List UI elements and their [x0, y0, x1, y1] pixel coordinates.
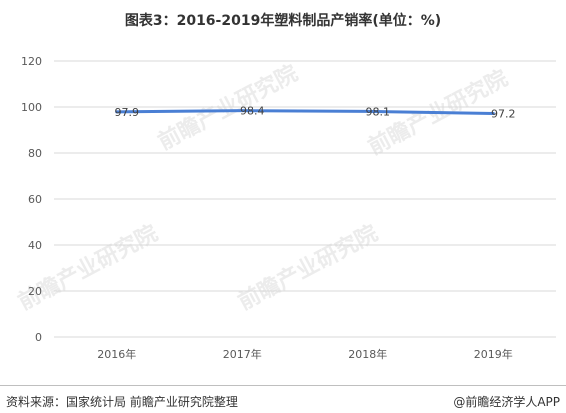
y-tick-label: 80 [28, 147, 42, 160]
data-label: 97.2 [491, 107, 516, 120]
y-tick-label: 100 [21, 101, 42, 114]
data-point [240, 109, 244, 113]
data-point [366, 109, 370, 113]
chart-title: 图表3：2016-2019年塑料制品产销率(单位：%) [124, 13, 442, 29]
y-tick-label: 0 [35, 331, 42, 344]
data-labels: 97.9 98.4 98.1 97.2 [115, 105, 516, 121]
data-point [491, 111, 495, 115]
data-label: 97.9 [115, 106, 140, 119]
x-tick-label: 2018年 [348, 347, 387, 361]
y-axis-ticks: 0 20 40 60 80 100 120 [21, 55, 42, 344]
data-label: 98.4 [240, 105, 265, 118]
grid-layer [54, 60, 556, 338]
y-tick-label: 40 [28, 239, 42, 252]
y-tick-label: 20 [28, 285, 42, 298]
y-tick-label: 120 [21, 55, 42, 68]
series-line [115, 109, 495, 115]
y-tick-label: 60 [28, 193, 42, 206]
source-note: 资料来源：国家统计局 前瞻产业研究院整理 [6, 395, 238, 409]
x-axis-ticks: 2016年 2017年 2018年 2019年 [97, 347, 513, 361]
data-label: 98.1 [366, 105, 391, 118]
series-layer [115, 109, 495, 115]
x-tick-label: 2017年 [223, 347, 262, 361]
x-tick-label: 2016年 [97, 347, 136, 361]
footer: 资料来源：国家统计局 前瞻产业研究院整理 @前瞻经济学人APP [0, 385, 566, 413]
data-point [115, 110, 119, 114]
x-tick-label: 2019年 [474, 347, 513, 361]
brand-credit: @前瞻经济学人APP [453, 395, 560, 409]
